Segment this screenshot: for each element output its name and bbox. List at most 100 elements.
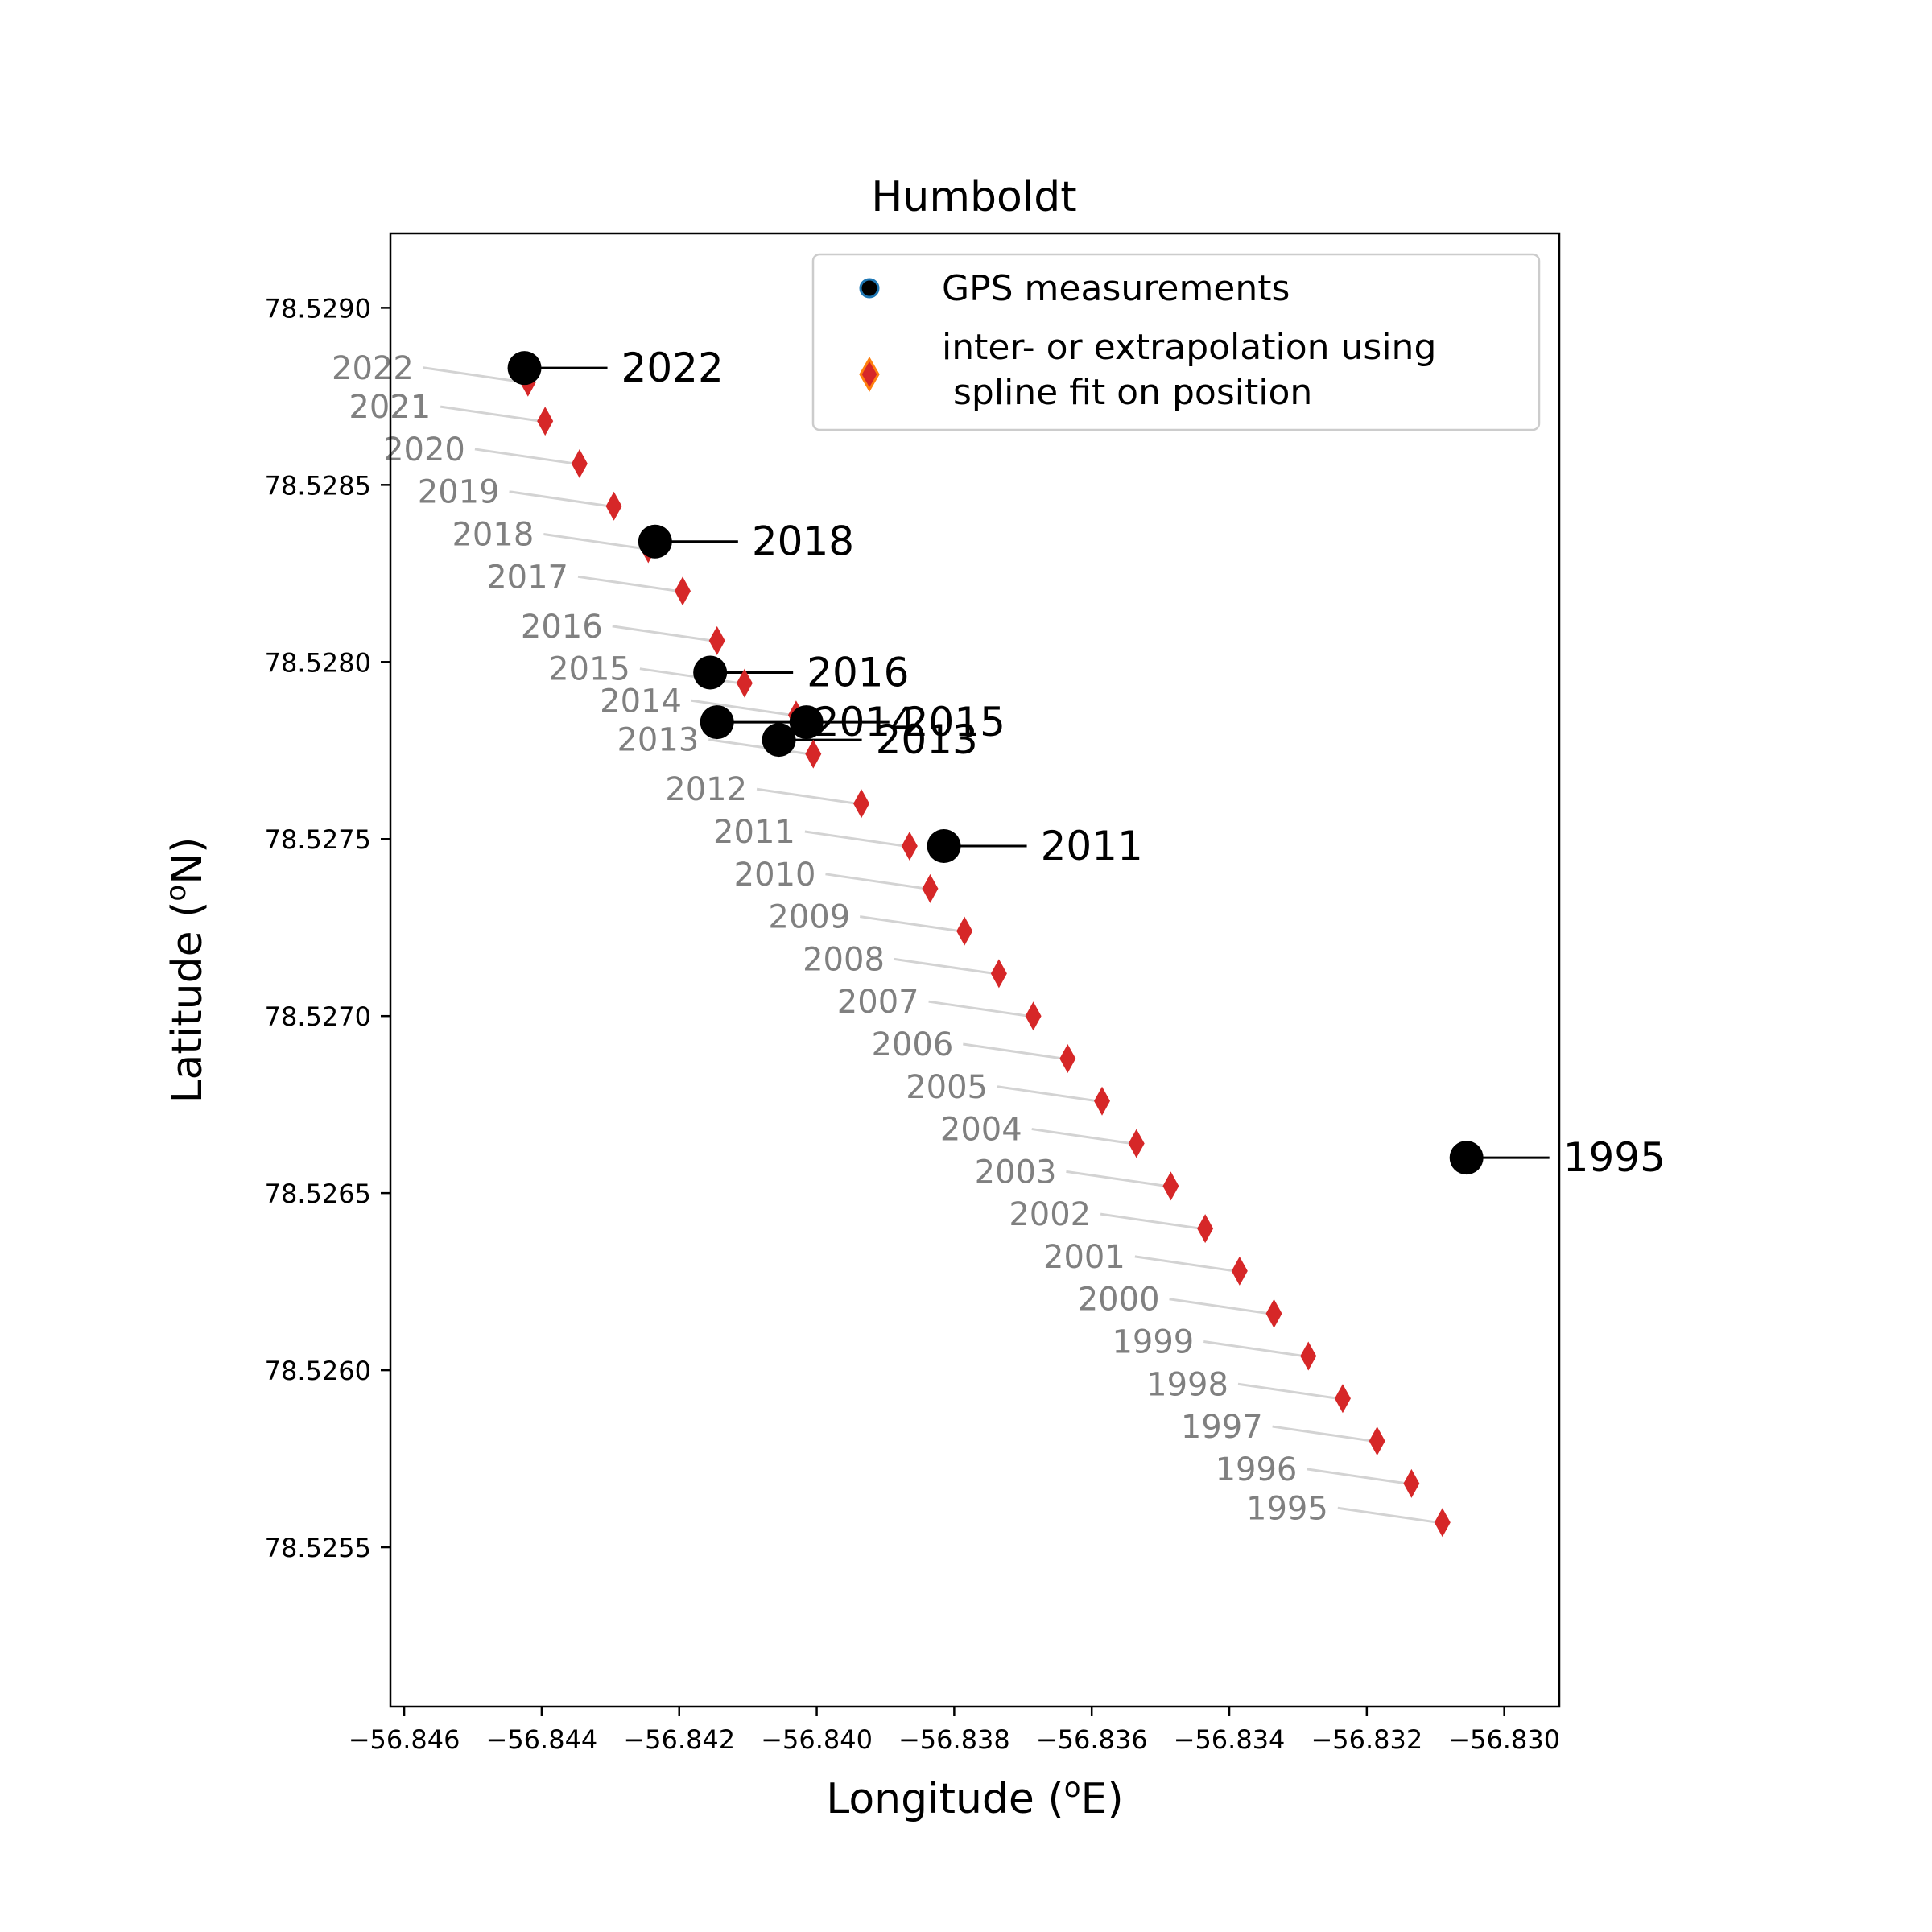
spline-year-label: 2015 [548, 651, 630, 688]
spline-label-leader [423, 366, 524, 384]
chart-title: Humboldt [871, 173, 1076, 221]
spline-label-leader [1169, 1298, 1269, 1315]
spline-point-1998 [1334, 1384, 1351, 1414]
legend: GPS measurements inter- or extrapolation… [811, 253, 1541, 431]
y-tick-label: 78.5265 [265, 1179, 371, 1209]
spline-point-2021 [537, 407, 554, 436]
spline-point-2006 [1059, 1043, 1076, 1073]
spline-year-label: 2020 [383, 431, 465, 469]
spline-year-label: 2009 [768, 899, 850, 936]
gps-year-label: 2016 [807, 649, 909, 696]
legend-marker-spline [859, 357, 880, 392]
spline-year-label: 2016 [521, 609, 603, 646]
spline-year-label: 2011 [713, 814, 795, 851]
x-tick-label: −56.840 [761, 1724, 873, 1755]
spline-year-label: 2006 [872, 1026, 954, 1063]
spline-point-2003 [1162, 1171, 1179, 1201]
spline-year-label: 2004 [940, 1112, 1022, 1149]
spline-label-leader [1066, 1170, 1166, 1187]
spline-point-1995 [1434, 1508, 1451, 1538]
y-tick-label: 78.5260 [265, 1356, 371, 1386]
spline-year-label: 1998 [1146, 1366, 1228, 1403]
gps-point-1995 [1449, 1141, 1484, 1175]
spline-label-leader [577, 575, 679, 592]
gps-year-label: 2015 [903, 699, 1005, 745]
spline-year-label: 2003 [975, 1154, 1057, 1191]
spline-point-2009 [956, 916, 973, 946]
x-tick-label: −56.836 [1036, 1724, 1148, 1755]
gps-point-2015 [789, 705, 824, 740]
spline-year-label: 2018 [452, 517, 534, 554]
y-axis-label-superscript: o [160, 885, 192, 902]
plot-layer: 2022202120202019201820172016201520142013… [332, 345, 1666, 1538]
spline-label-leader [1307, 1468, 1407, 1485]
x-axis-label-superscript: o [1064, 1772, 1081, 1804]
x-axis: −56.846 −56.844 −56.842 −56.840 −56.838 −56.8… [349, 1707, 1560, 1755]
spline-label-leader [708, 738, 809, 756]
spline-year-label: 2005 [906, 1069, 988, 1106]
spline-point-2002 [1197, 1214, 1214, 1244]
spline-label-leader [612, 625, 712, 642]
spline-year-label: 1996 [1216, 1451, 1298, 1488]
spline-label-leader [894, 957, 995, 975]
spline-year-label: 2008 [803, 941, 885, 978]
spline-label-leader [1337, 1506, 1439, 1524]
gps-year-label: 1995 [1563, 1134, 1666, 1181]
spline-year-label: 2014 [600, 683, 682, 720]
gps-point-2018 [638, 524, 672, 559]
spline-year-label: 2000 [1078, 1282, 1160, 1319]
spline-label-leader [543, 533, 644, 550]
spline-point-2008 [990, 959, 1007, 989]
gps-point-2011 [927, 829, 961, 864]
spline-year-label: 2007 [837, 984, 919, 1021]
spline-point-1996 [1403, 1468, 1420, 1498]
spline-label-leader [691, 699, 792, 716]
spline-label-leader [1272, 1425, 1373, 1443]
legend-marker-gps [859, 278, 880, 299]
legend-label-spline: inter- or extrapolation using spline fit… [942, 327, 1436, 413]
spline-point-2016 [708, 625, 725, 655]
gps-point-2022 [507, 351, 542, 386]
spline-year-label: 2012 [665, 771, 747, 808]
spline-label-leader [928, 1000, 1029, 1018]
x-tick-label: −56.838 [898, 1724, 1010, 1755]
spline-year-label: 2017 [486, 559, 568, 596]
spline-point-2015 [736, 668, 753, 698]
spline-point-2020 [571, 448, 588, 478]
gps-point-2014 [700, 705, 734, 740]
spline-year-label: 2019 [418, 474, 500, 511]
gps-point-2013 [762, 723, 796, 758]
spline-label-leader [509, 490, 609, 508]
spline-year-label: 2002 [1009, 1196, 1091, 1233]
y-axis-label: Latitude (oN) [160, 837, 212, 1104]
spline-year-label: 2022 [332, 350, 414, 387]
x-tick-label: −56.844 [486, 1724, 598, 1755]
legend-label-gps: GPS measurements [942, 268, 1290, 309]
x-axis-label: Longitude (oE) [826, 1772, 1123, 1823]
spline-label-leader [474, 448, 576, 465]
y-axis: 78.5255 78.5260 78.5265 78.5270 78.5275 78.52… [265, 293, 390, 1563]
spline-label-leader [859, 915, 960, 933]
x-tick-label: −56.846 [349, 1724, 460, 1755]
y-tick-label: 78.5285 [265, 470, 371, 501]
y-tick-label: 78.5270 [265, 1001, 371, 1032]
x-tick-label: −56.842 [623, 1724, 735, 1755]
y-tick-label: 78.5290 [265, 293, 371, 324]
gps-year-label: 2014 [814, 699, 916, 745]
spline-label-leader [963, 1042, 1063, 1060]
spline-point-1997 [1368, 1426, 1385, 1456]
gps-year-label: 2018 [752, 518, 854, 565]
spline-label-leader [825, 873, 926, 890]
spline-point-2005 [1094, 1086, 1111, 1116]
spline-point-2012 [853, 789, 870, 819]
gps-year-label: 2013 [876, 716, 978, 763]
spline-point-2001 [1231, 1256, 1248, 1286]
y-tick-label: 78.5280 [265, 647, 371, 678]
x-tick-label: −56.832 [1311, 1724, 1422, 1755]
spline-point-1999 [1300, 1341, 1317, 1371]
spline-year-label: 1997 [1181, 1409, 1263, 1446]
spline-label-leader [1237, 1382, 1339, 1400]
spline-point-2010 [922, 873, 939, 903]
legend-box [811, 253, 1541, 431]
